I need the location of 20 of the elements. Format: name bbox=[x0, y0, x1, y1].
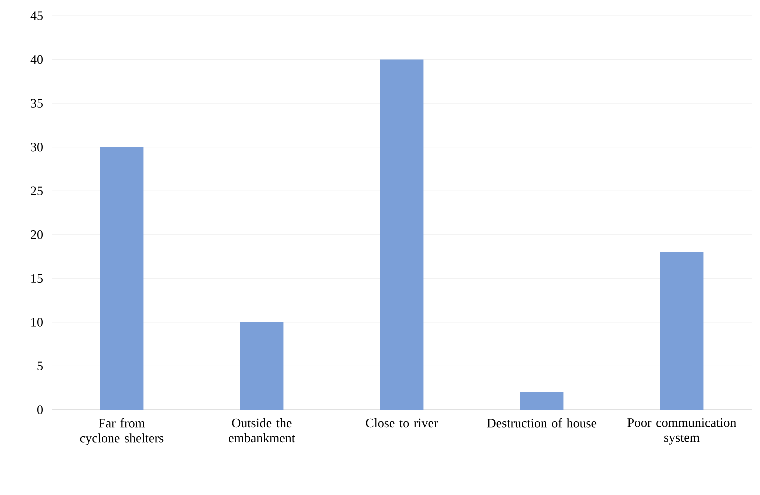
y-tick-label: 40 bbox=[30, 55, 43, 64]
y-tick-label: 30 bbox=[31, 142, 43, 152]
y-tick-label: 25 bbox=[31, 186, 43, 196]
y-tick-label: 15 bbox=[32, 274, 43, 284]
y-tick-label: 20 bbox=[31, 230, 43, 240]
y-tick-label: 0 bbox=[38, 406, 43, 414]
x-tick-label: Poor communication system bbox=[628, 418, 736, 445]
x-tick-label: Outside the embankment bbox=[229, 418, 296, 443]
bar bbox=[520, 392, 564, 410]
y-tick-label: 10 bbox=[32, 318, 43, 327]
bar bbox=[100, 147, 144, 410]
y-tick-label: 35 bbox=[31, 99, 43, 108]
bar bbox=[240, 322, 284, 410]
x-tick-label: Far from cyclone shelters bbox=[80, 418, 164, 446]
bar bbox=[660, 252, 704, 410]
y-tick-label: 5 bbox=[38, 362, 43, 371]
bar bbox=[380, 60, 424, 410]
x-tick-label: Destruction of house bbox=[487, 418, 597, 428]
y-tick-label: 45 bbox=[30, 12, 43, 20]
x-tick-label: Close to river bbox=[366, 418, 438, 428]
